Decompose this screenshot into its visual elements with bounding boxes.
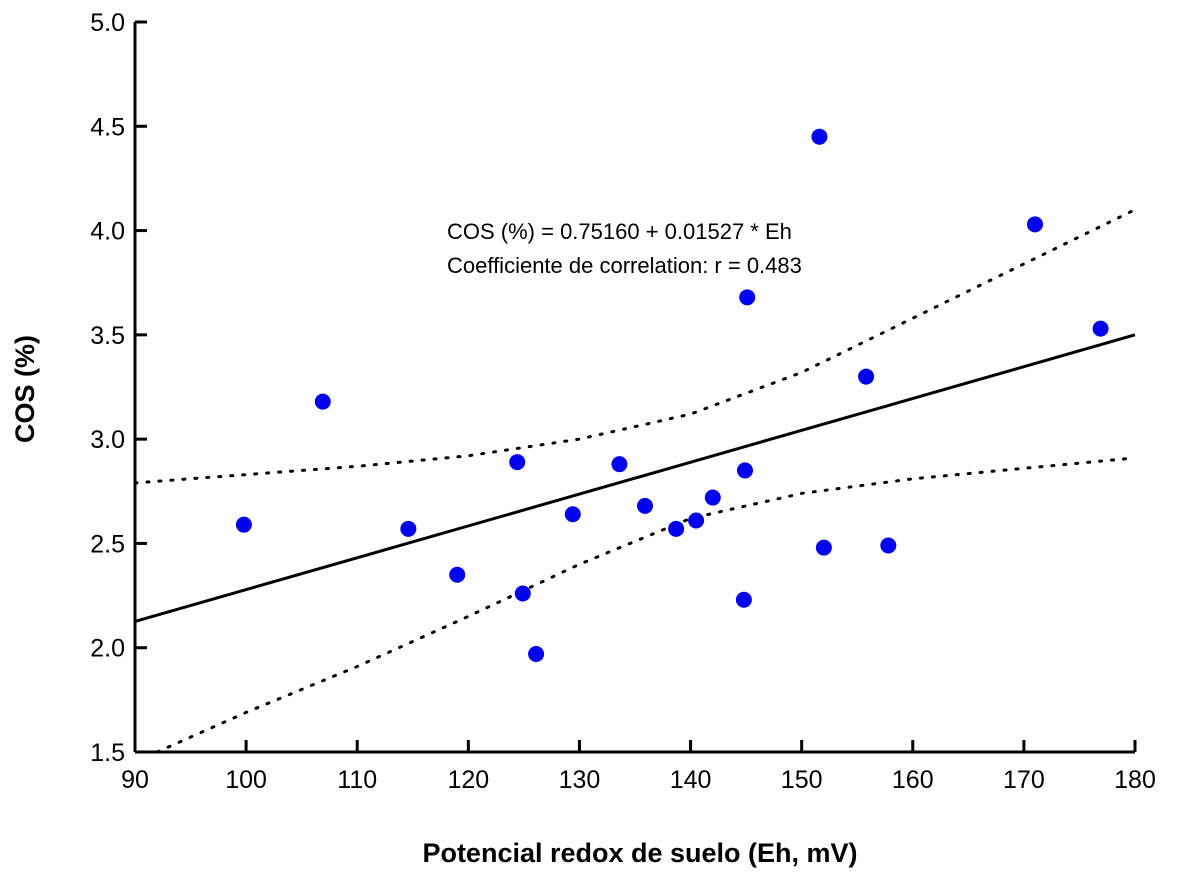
- y-tick-label: 2.5: [90, 530, 125, 558]
- data-point: [314, 393, 331, 410]
- data-point: [611, 456, 628, 473]
- confidence-band-lower: [155, 456, 1137, 754]
- data-point: [1027, 216, 1043, 233]
- data-point: [509, 454, 526, 471]
- data-point: [235, 516, 252, 533]
- y-tick-label: 3.5: [90, 322, 125, 350]
- data-point: [514, 585, 531, 602]
- data-point: [811, 128, 828, 145]
- data-point: [739, 289, 756, 306]
- data-point: [880, 537, 897, 554]
- x-tick-label: 180: [1114, 766, 1156, 794]
- data-point: [735, 591, 752, 608]
- data-point: [688, 512, 705, 529]
- x-tick-label: 140: [670, 766, 712, 794]
- data-point: [1092, 320, 1109, 337]
- y-axis-title: COS (%): [10, 335, 40, 443]
- y-tick-label: 4.0: [90, 218, 125, 246]
- data-point: [704, 489, 721, 506]
- data-point: [668, 520, 685, 537]
- data-point: [858, 368, 875, 385]
- data-point: [737, 462, 753, 479]
- axes: 90 100 110 120 130 140 150 160 170 180 1.5 2.0 2.5 3.…: [90, 9, 1156, 794]
- x-axis-title: Potencial redox de suelo (Eh, mV): [422, 838, 857, 868]
- data-point: [400, 520, 417, 537]
- x-tick-label: 100: [225, 766, 267, 794]
- regression-equation: COS (%) = 0.75160 + 0.01527 * Eh: [447, 219, 792, 244]
- data-point: [637, 497, 653, 514]
- data-point: [564, 506, 581, 523]
- y-tick-label: 2.0: [90, 635, 125, 663]
- x-tick-label: 150: [781, 766, 823, 794]
- y-tick-label: 1.5: [90, 739, 125, 767]
- data-point: [449, 566, 466, 583]
- x-tick-label: 160: [892, 766, 934, 794]
- x-tick-label: 90: [121, 766, 149, 794]
- y-tick-label: 3.0: [90, 426, 125, 454]
- correlation-coefficient: Coefficiente de correlation: r = 0.483: [447, 253, 802, 278]
- regression-lines: [133, 208, 1137, 754]
- regression-line: [134, 333, 1136, 623]
- x-tick-label: 110: [337, 766, 377, 794]
- data-points: [235, 128, 1109, 662]
- x-tick-label: 130: [559, 766, 601, 794]
- y-tick-label: 4.5: [90, 113, 125, 141]
- confidence-band-upper: [133, 208, 1137, 485]
- data-point: [528, 645, 545, 662]
- y-tick-label: 5.0: [90, 9, 125, 37]
- x-tick-label: 120: [447, 766, 489, 794]
- data-point: [815, 539, 832, 556]
- x-tick-label: 170: [1003, 766, 1045, 794]
